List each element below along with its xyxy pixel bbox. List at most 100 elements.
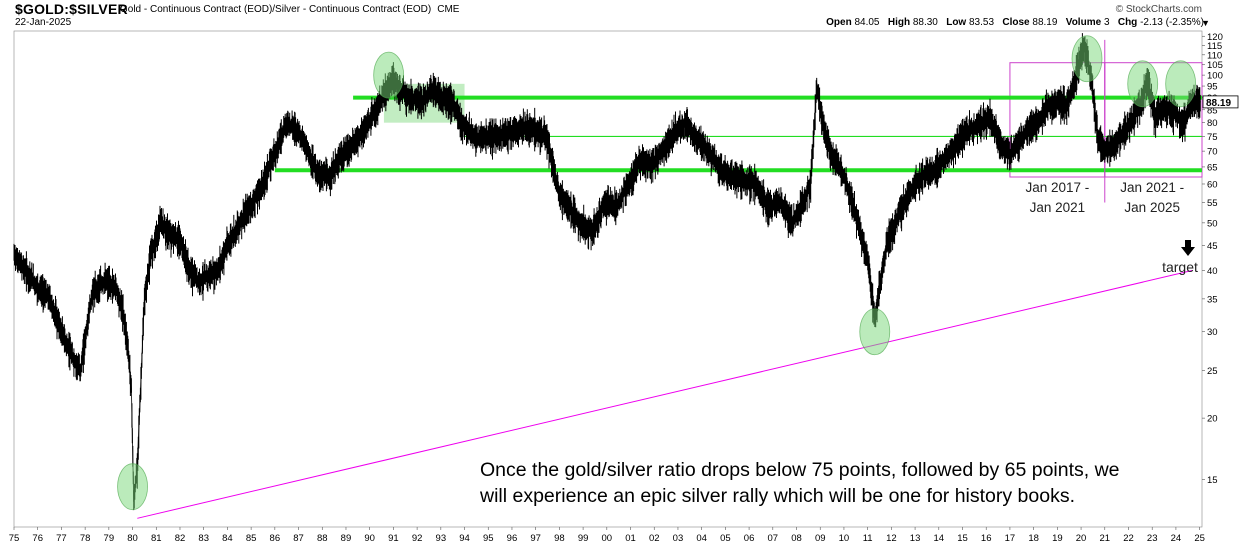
y-tick-label: 70 (1207, 147, 1218, 158)
x-tick-label: 10 (839, 533, 850, 544)
low-value: 83.53 (969, 17, 995, 28)
period-label-1-line2: Jan 2021 (1030, 200, 1086, 215)
x-tick-label: 08 (791, 533, 802, 544)
series-layer (13, 33, 1201, 511)
x-tick-label: 85 (246, 533, 257, 544)
y-tick-label: 25 (1207, 366, 1218, 377)
x-tick-label: 18 (1028, 533, 1039, 544)
x-tick-label: 12 (886, 533, 897, 544)
annotation-line-2: will experience an epic silver rally whi… (480, 485, 1076, 507)
x-tick-label: 09 (815, 533, 826, 544)
y-tick-label: 35 (1207, 294, 1218, 305)
low-label: Low (946, 17, 967, 28)
y-tick-label: 80 (1207, 118, 1218, 129)
x-tick-label: 23 (1147, 533, 1158, 544)
exchange-label: CME (437, 4, 460, 15)
x-tick-label: 03 (673, 533, 684, 544)
plot-border (13, 30, 1203, 528)
long-term-trendline (137, 269, 1193, 519)
y-tick-label: 55 (1207, 198, 1218, 209)
highlight-circle-1 (117, 463, 148, 511)
x-tick-label: 97 (530, 533, 541, 544)
y-tick-label: 110 (1207, 50, 1222, 61)
y-tick-label: 40 (1207, 266, 1218, 277)
triangle-down-icon[interactable]: ▼ (1201, 18, 1210, 28)
trendline-layer (137, 39, 1193, 519)
last-value-tag (1202, 95, 1239, 109)
x-tick-label: 06 (744, 533, 755, 544)
y-tick-label: 115 (1207, 41, 1222, 52)
symbol-description: Gold - Continuous Contract (EOD)/Silver … (120, 4, 459, 15)
x-tick-label: 15 (957, 533, 968, 544)
x-tick-label: 88 (317, 533, 328, 544)
y-tick-label: 60 (1207, 179, 1218, 190)
x-tick-label: 96 (507, 533, 518, 544)
highlight-circle-3 (859, 308, 891, 356)
y-tick-label: 65 (1207, 162, 1218, 173)
close-label: Close (1002, 17, 1030, 28)
period-label-2-line2: Jan 2025 (1124, 200, 1180, 215)
x-tick-label: 04 (696, 533, 707, 544)
x-tick-label: 86 (270, 533, 281, 544)
x-tick-label: 01 (625, 533, 636, 544)
x-tick-label: 90 (364, 533, 375, 544)
x-tick-label: 82 (175, 533, 186, 544)
y-tick-label: 105 (1207, 60, 1223, 71)
price-bars (13, 33, 1201, 511)
chart-date: 22-Jan-2025 (15, 17, 72, 28)
chart-frame (13, 30, 1203, 528)
close-value: 88.19 (1032, 17, 1058, 28)
x-tick-label: 21 (1099, 533, 1110, 544)
period-label-2-line1: Jan 2021 - (1120, 180, 1184, 195)
x-tick-label: 79 (104, 533, 115, 544)
x-tick-label: 87 (293, 533, 304, 544)
x-tick-label: 78 (80, 533, 91, 544)
arrow-down-icon (1181, 240, 1195, 256)
y-tick-label: 20 (1207, 414, 1218, 425)
x-tick-label: 81 (151, 533, 162, 544)
chg-label: Chg (1117, 17, 1138, 28)
brand-watermark: © StockCharts.com (1115, 4, 1202, 15)
x-tick-label: 94 (459, 533, 470, 544)
x-tick-label: 77 (56, 533, 67, 544)
highlight-circle-5 (1127, 60, 1159, 108)
highlight-circle-4 (1071, 35, 1103, 83)
quote-summary: Open 84.05 High 88.30 Low 83.53 Close 88… (826, 17, 1204, 28)
y-tick-label: 30 (1207, 327, 1218, 338)
y-tick-label: 100 (1207, 71, 1223, 82)
x-tick-label: 11 (863, 533, 873, 544)
high-label: High (887, 17, 911, 28)
chart-header: $GOLD:$SILVER Gold - Continuous Contract… (0, 0, 1240, 34)
x-tick-label: 99 (578, 533, 589, 544)
y-tick-label: 50 (1207, 218, 1218, 229)
x-tick-label: 19 (1052, 533, 1063, 544)
x-tick-label: 80 (127, 533, 138, 544)
period-label-1-line1: Jan 2017 - (1025, 180, 1089, 195)
highlight-circle-2 (373, 51, 405, 99)
annotation-line-1: Once the gold/silver ratio drops below 7… (480, 459, 1120, 481)
annotation-layer: Jan 2017 - Jan 2021 Jan 2021 - Jan 2025 targ… (117, 35, 1198, 511)
y-tick-label: 45 (1207, 241, 1218, 252)
x-tick-label: 25 (1194, 533, 1205, 544)
symbol-title: $GOLD:$SILVER (15, 1, 128, 17)
x-tick-label: 05 (720, 533, 731, 544)
x-tick-label: 84 (222, 533, 233, 544)
x-tick-label: 07 (768, 533, 779, 544)
y-tick-label: 95 (1207, 82, 1218, 93)
x-tick-label: 92 (412, 533, 423, 544)
x-tick-label: 76 (32, 533, 43, 544)
chg-value: -2.13 (-2.35%) (1140, 17, 1204, 28)
x-tick-label: 24 (1171, 533, 1182, 544)
x-tick-label: 83 (198, 533, 209, 544)
x-tick-label: 14 (934, 533, 945, 544)
y-tick-label: 15 (1207, 475, 1218, 486)
x-tick-label: 20 (1076, 533, 1087, 544)
open-label: Open (826, 17, 852, 28)
y-axis: 1520253035404550556065707580859095100105… (1202, 32, 1239, 486)
price-trace (13, 43, 1201, 502)
x-tick-label: 02 (649, 533, 660, 544)
open-value: 84.05 (854, 17, 880, 28)
y-tick-label: 75 (1207, 132, 1218, 143)
chart-annotation-text: Once the gold/silver ratio drops below 7… (480, 457, 1200, 509)
